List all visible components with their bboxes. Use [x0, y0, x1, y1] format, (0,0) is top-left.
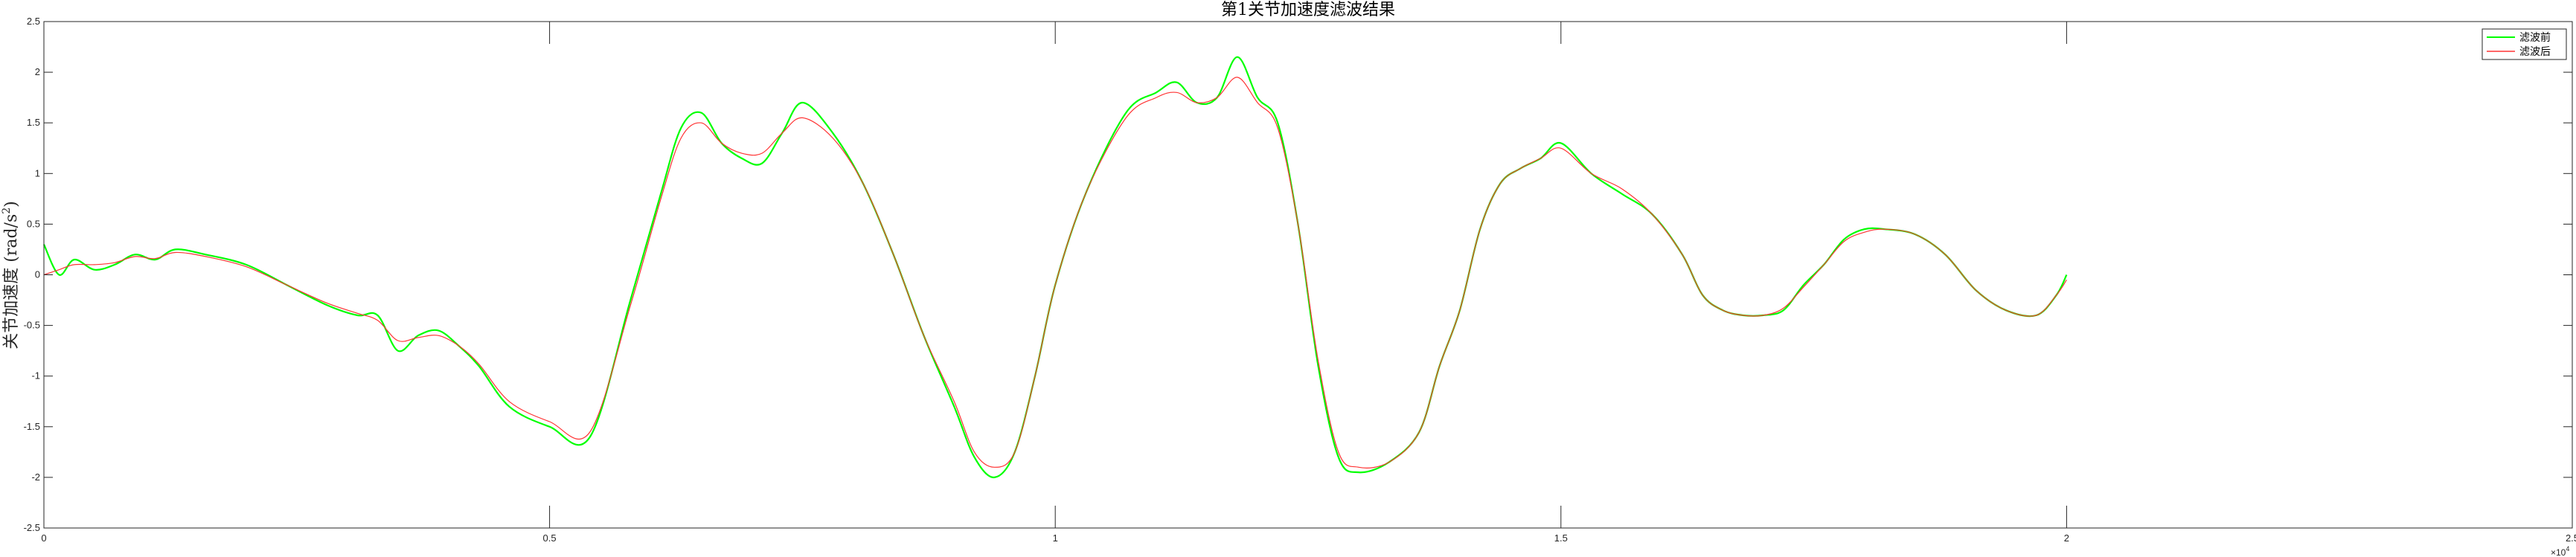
y-tick-label: -1.5: [24, 421, 40, 432]
x-tick-label: 0: [41, 532, 46, 544]
chart-title: 第1关节加速度滤波结果: [1221, 1, 1395, 19]
x-tick-label: 1.5: [1554, 532, 1568, 544]
series-layer: [43, 56, 2068, 479]
x-tick-label: 2.5: [2566, 532, 2576, 544]
x-axis-multiplier: ×104: [2551, 545, 2569, 557]
y-tick-label: 2: [35, 66, 40, 77]
y-axis-label-superscript: 2: [1, 207, 13, 214]
y-tick-label: -2.5: [24, 522, 40, 533]
series-line-1: [43, 77, 2067, 469]
legend-label-series-1: 滤波后: [2519, 46, 2551, 58]
legend-label-series-0: 滤波前: [2519, 31, 2551, 44]
y-axis-label: 关节加速度 (rad/s2): [1, 201, 21, 350]
x-tick-label: 2: [2064, 532, 2069, 544]
y-tick-label: -0.5: [24, 320, 40, 331]
legend-box: [2482, 28, 2567, 60]
y-axis: -2.5 -2 -1.5 -1 -0.5 0 0.5 1 1.5 2 2.5: [24, 16, 2572, 533]
legend: 滤波前 滤波后: [2482, 28, 2567, 60]
x-tick-label: 1: [1053, 532, 1058, 544]
y-tick-label: -2: [31, 471, 40, 483]
plot-background: [44, 22, 2572, 528]
y-tick-label: 1.5: [27, 117, 40, 128]
y-tick-label: -1: [31, 370, 40, 381]
x-tick-label: 0.5: [543, 532, 557, 544]
y-tick-label: 0: [35, 269, 40, 280]
y-tick-label: 2.5: [27, 16, 40, 27]
x-axis: 0 0.5 1 1.5 2 2.5: [41, 22, 2576, 544]
y-tick-label: 0.5: [27, 218, 40, 229]
y-tick-label: 1: [35, 167, 40, 178]
